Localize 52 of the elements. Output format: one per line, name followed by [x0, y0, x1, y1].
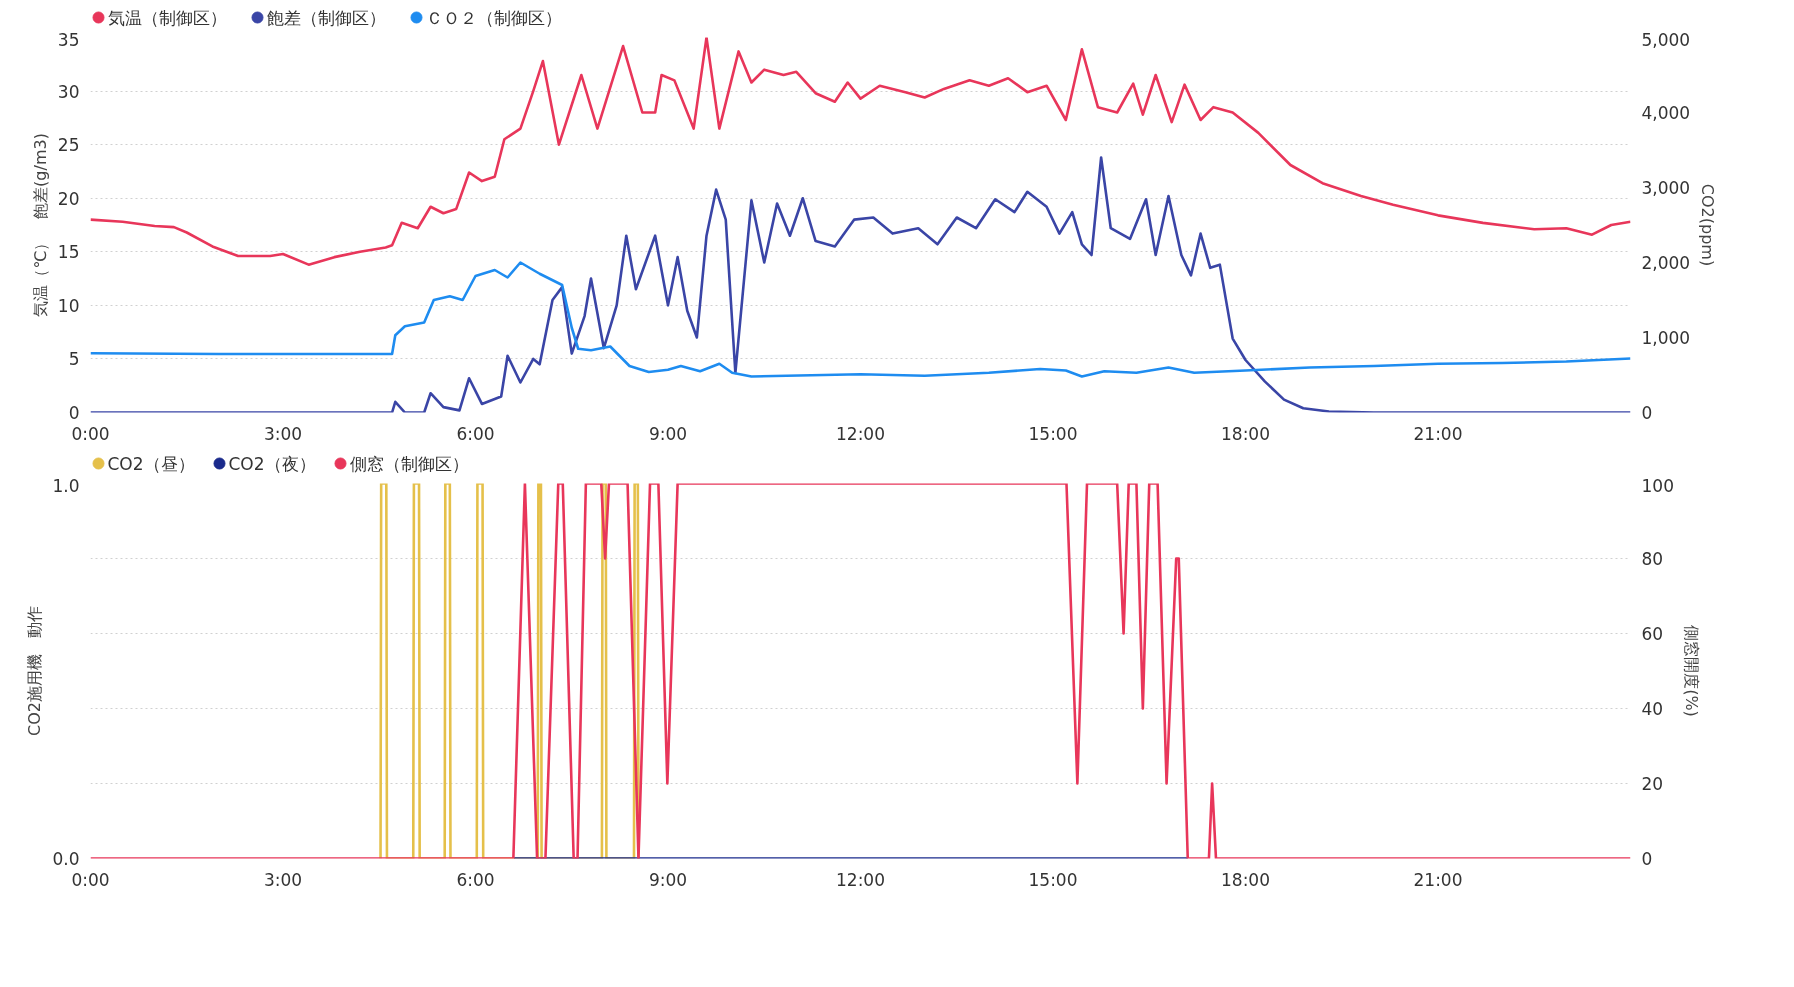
y2-tick-label: 60 — [1641, 624, 1664, 644]
y2-tick-label: 3,000 — [1641, 178, 1691, 198]
y-tick-label: 15 — [57, 242, 80, 263]
legend-label: CO2（昼） — [107, 453, 195, 474]
x-tick-label: 21:00 — [1413, 869, 1463, 890]
y-tick-label: 0.0 — [52, 849, 80, 869]
x-tick-label: 6:00 — [456, 869, 495, 890]
x-tick-label: 15:00 — [1028, 423, 1078, 444]
x-tick-label: 15:00 — [1028, 869, 1078, 890]
legend-label: 気温（制御区） — [107, 7, 227, 28]
y-tick-label: 1.0 — [52, 475, 80, 496]
x-tick-label: 18:00 — [1221, 423, 1270, 444]
x-tick-label: 3:00 — [263, 423, 303, 444]
y2-tick-label: 0 — [1641, 403, 1653, 423]
y-axis-title: CO2施用機 動作 — [25, 606, 45, 736]
y2-tick-label: 1,000 — [1641, 328, 1691, 348]
x-tick-label: 3:00 — [263, 869, 303, 890]
line-series — [90, 37, 1631, 266]
y2-tick-label: 4,000 — [1641, 103, 1691, 123]
y-tick-label: 25 — [57, 135, 80, 156]
y-tick-label: 30 — [57, 81, 80, 102]
y2-tick-label: 100 — [1641, 475, 1674, 496]
y2-axis-title: CO2(ppm) — [1698, 183, 1718, 267]
y2-axis-title: 側窓開度(%) — [1681, 625, 1701, 717]
y-tick-label: 20 — [57, 188, 80, 209]
y-tick-label: 35 — [57, 29, 80, 50]
x-tick-label: 6:00 — [456, 423, 495, 444]
x-tick-label: 21:00 — [1413, 423, 1463, 444]
legend-label: CO2（夜） — [228, 453, 316, 474]
line-series — [90, 261, 1631, 378]
line-series — [90, 483, 1631, 859]
y2-tick-label: 80 — [1641, 549, 1664, 569]
legend-label: 側窓（制御区） — [349, 453, 469, 474]
x-tick-label: 18:00 — [1221, 869, 1270, 890]
line-series — [90, 156, 1631, 413]
x-tick-label: 0:00 — [71, 869, 110, 890]
legend-label: 飽差（制御区） — [266, 7, 386, 28]
y2-tick-label: 0 — [1641, 849, 1653, 869]
y-axis-title: 気温（℃） 飽差(g/m3) — [30, 133, 50, 317]
y2-tick-label: 5,000 — [1641, 29, 1691, 50]
y-tick-label: 0 — [68, 403, 80, 423]
y2-tick-label: 2,000 — [1641, 253, 1691, 273]
x-tick-label: 12:00 — [836, 423, 885, 444]
x-tick-label: 9:00 — [648, 869, 688, 890]
x-tick-label: 9:00 — [648, 423, 688, 444]
legend-label: ＣＯ２（制御区） — [425, 7, 562, 28]
y2-tick-label: 20 — [1641, 774, 1664, 794]
x-tick-label: 0:00 — [71, 423, 110, 444]
y-tick-label: 10 — [57, 295, 80, 316]
y-tick-label: 5 — [68, 349, 80, 370]
x-tick-label: 12:00 — [836, 869, 885, 890]
y2-tick-label: 40 — [1641, 699, 1664, 719]
